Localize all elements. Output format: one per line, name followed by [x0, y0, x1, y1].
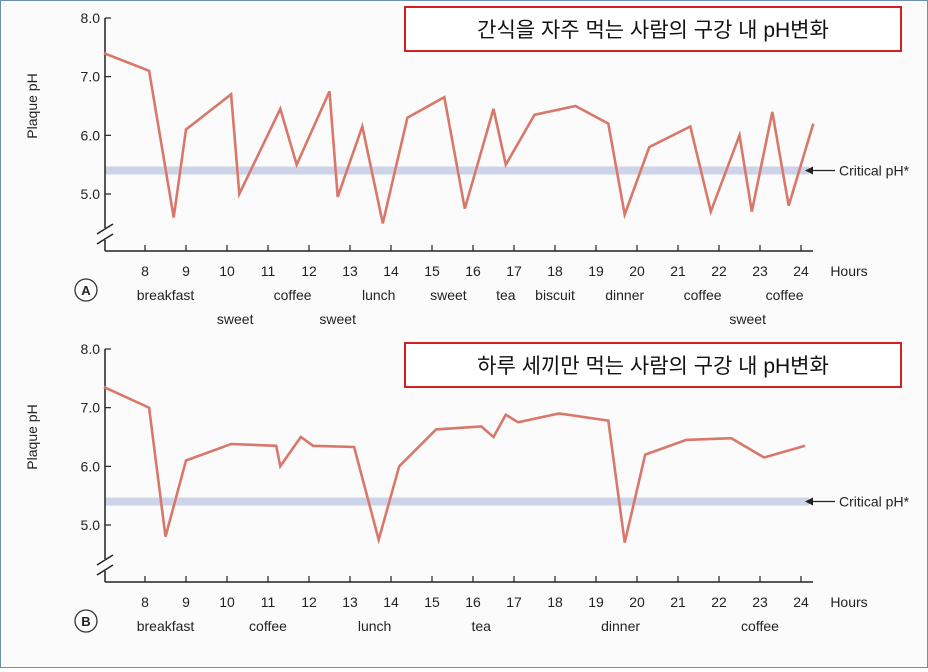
- ph-series-line: [104, 387, 805, 542]
- event-label: breakfast: [137, 618, 195, 634]
- x-tick-label: 15: [424, 594, 440, 610]
- event-label: biscuit: [535, 287, 575, 303]
- x-tick-label: 12: [301, 594, 317, 610]
- event-label: breakfast: [137, 287, 195, 303]
- y-axis-label: Plaque pH: [24, 73, 40, 138]
- x-tick-label: 9: [182, 263, 190, 279]
- x-tick-label: 17: [506, 263, 522, 279]
- critical-ph-label: Critical pH*: [839, 163, 910, 179]
- x-tick-label: 13: [342, 594, 358, 610]
- x-tick-label: 17: [506, 594, 522, 610]
- event-label: coffee: [766, 287, 804, 303]
- title-box-text: 하루 세끼만 먹는 사람의 구강 내 pH변화: [477, 355, 829, 378]
- y-tick-label: 6.0: [81, 127, 101, 143]
- event-label: sweet: [217, 311, 254, 327]
- x-tick-label: 19: [588, 594, 604, 610]
- x-tick-label: 18: [547, 594, 563, 610]
- event-label: dinner: [601, 618, 640, 634]
- x-tick-label: 23: [752, 594, 768, 610]
- x-tick-label: 15: [424, 263, 440, 279]
- y-tick-label: 5.0: [81, 517, 101, 533]
- x-tick-label: 21: [670, 594, 686, 610]
- ph-series-line: [104, 53, 813, 223]
- title-box-text: 간식을 자주 먹는 사람의 구강 내 pH변화: [477, 19, 829, 42]
- y-tick-label: 5.0: [81, 186, 101, 202]
- x-tick-label: 21: [670, 263, 686, 279]
- x-tick-label: 24: [793, 263, 809, 279]
- x-axis-label: Hours: [830, 263, 867, 279]
- y-tick-label: 8.0: [81, 10, 101, 26]
- x-tick-label: 12: [301, 263, 317, 279]
- event-label: coffee: [684, 287, 722, 303]
- x-tick-label: 10: [219, 594, 235, 610]
- x-tick-label: 14: [383, 594, 399, 610]
- panel-label: A: [81, 283, 91, 298]
- x-tick-label: 18: [547, 263, 563, 279]
- x-tick-label: 10: [219, 263, 235, 279]
- x-tick-label: 20: [629, 263, 645, 279]
- x-tick-label: 9: [182, 594, 190, 610]
- x-tick-label: 16: [465, 594, 481, 610]
- event-label: tea: [471, 618, 491, 634]
- critical-ph-label: Critical pH*: [839, 494, 910, 510]
- critical-ph-band: [105, 498, 809, 506]
- x-axis-label: Hours: [830, 594, 867, 610]
- event-label: coffee: [249, 618, 287, 634]
- event-label: sweet: [319, 311, 356, 327]
- x-tick-label: 11: [261, 594, 276, 610]
- x-tick-label: 23: [752, 263, 768, 279]
- x-tick-label: 8: [141, 594, 149, 610]
- x-tick-label: 16: [465, 263, 481, 279]
- x-tick-label: 22: [711, 594, 727, 610]
- event-label: lunch: [358, 618, 391, 634]
- event-label: coffee: [274, 287, 312, 303]
- x-tick-label: 14: [383, 263, 399, 279]
- event-label: sweet: [430, 287, 467, 303]
- event-label: sweet: [729, 311, 766, 327]
- x-tick-label: 8: [141, 263, 149, 279]
- y-tick-label: 7.0: [81, 400, 101, 416]
- y-tick-label: 6.0: [81, 458, 101, 474]
- x-tick-label: 24: [793, 594, 809, 610]
- event-label: tea: [496, 287, 516, 303]
- x-tick-label: 13: [342, 263, 358, 279]
- y-tick-label: 7.0: [81, 69, 101, 85]
- x-tick-label: 11: [261, 263, 276, 279]
- x-tick-label: 22: [711, 263, 727, 279]
- y-tick-label: 8.0: [81, 341, 101, 357]
- panel-label: B: [81, 614, 90, 629]
- event-label: coffee: [741, 618, 779, 634]
- x-tick-label: 19: [588, 263, 604, 279]
- event-label: dinner: [605, 287, 644, 303]
- y-axis-label: Plaque pH: [24, 404, 40, 469]
- event-label: lunch: [362, 287, 395, 303]
- x-tick-label: 20: [629, 594, 645, 610]
